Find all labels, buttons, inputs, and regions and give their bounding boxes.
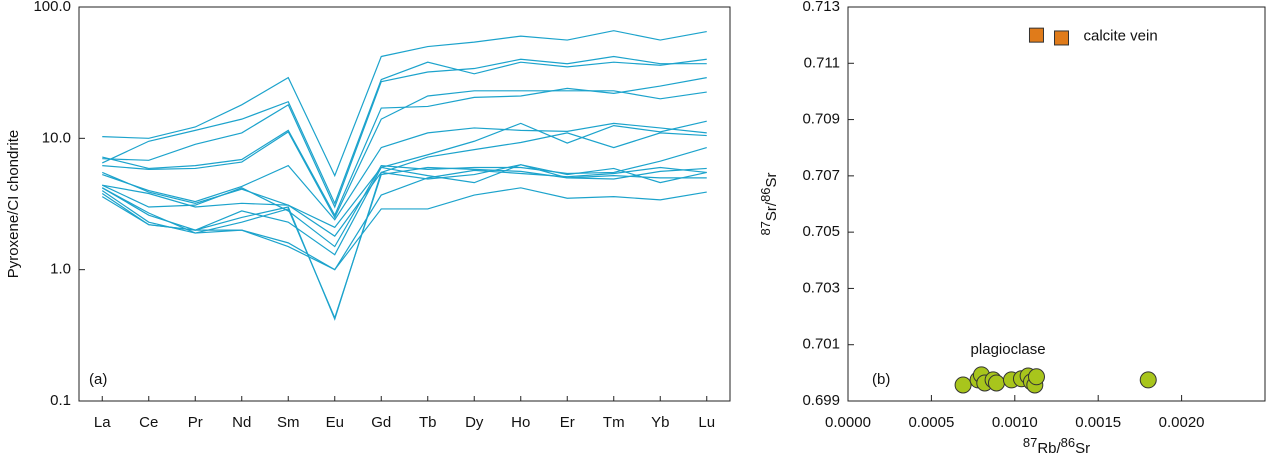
y-axis-title: 87Sr/86Sr [758, 172, 780, 235]
x-tick-label: Er [560, 414, 575, 431]
panel-label: (a) [89, 371, 107, 388]
x-axis-title-part: Sr [1075, 440, 1090, 457]
y-tick-label: 1.0 [50, 261, 71, 278]
x-tick-label: Yb [651, 414, 669, 431]
y-axis-title: Pyroxene/CI chondrite [5, 130, 22, 278]
point [954, 376, 972, 394]
series-line [102, 90, 707, 219]
y-tick-label: 0.707 [802, 167, 840, 184]
x-tick-label: 0.0015 [1075, 414, 1121, 431]
plot-frame [847, 6, 1266, 402]
y-tick-label: 0.1 [50, 392, 71, 409]
series-line [102, 120, 707, 229]
x-tick-label: 0.0005 [908, 414, 954, 431]
series-line [102, 30, 707, 178]
y-tick-label: 0.701 [802, 336, 840, 353]
x-tick-label: La [94, 414, 111, 431]
point [1027, 368, 1045, 386]
panel-label: (b) [872, 371, 890, 388]
series-label: calcite vein [1084, 28, 1158, 45]
point [1054, 30, 1070, 46]
x-tick-label: 0.0000 [825, 414, 871, 431]
x-tick-label: Nd [232, 414, 251, 431]
series-line [101, 147, 707, 248]
x-tick-label: Tb [419, 414, 437, 431]
y-tick-label: 10.0 [42, 129, 71, 146]
point [1028, 27, 1044, 43]
series-line [101, 166, 707, 271]
point [987, 374, 1005, 392]
x-axis-title-part: 86 [1061, 435, 1075, 450]
x-tick-label: Tm [603, 414, 625, 431]
series-line [101, 58, 707, 205]
y-tick-label: 0.705 [802, 223, 840, 240]
x-axis-title-part: 87 [1023, 435, 1037, 450]
x-tick-label: Ho [511, 414, 530, 431]
series-label: plagioclase [971, 341, 1046, 358]
x-tick-label: 0.0010 [992, 414, 1038, 431]
y-tick-label: 0.711 [804, 54, 840, 71]
y-axis-title-part: Sr [763, 172, 780, 187]
x-tick-label: Ce [139, 414, 158, 431]
y-axis-title-part: 86 [758, 187, 773, 201]
y-tick-label: 0.699 [802, 392, 840, 409]
series-line [101, 166, 707, 320]
y-tick-label: 0.713 [802, 0, 840, 15]
x-tick-label: Lu [698, 414, 715, 431]
y-tick-label: 100.0 [33, 0, 71, 15]
x-tick-label: Eu [326, 414, 344, 431]
x-tick-label: Gd [371, 414, 391, 431]
y-tick-label: 0.703 [802, 279, 840, 296]
x-tick-label: Sm [277, 414, 300, 431]
x-tick-label: Pr [188, 414, 203, 431]
series-line [101, 187, 707, 271]
series-line [102, 55, 707, 209]
y-axis-title-part: Sr/ [763, 201, 780, 221]
x-tick-label: 0.0020 [1159, 414, 1205, 431]
series-line [102, 132, 707, 237]
plot-frame [78, 6, 731, 402]
point [1139, 371, 1157, 389]
y-axis-title-part: 87 [758, 221, 773, 235]
series-line [102, 122, 707, 221]
x-tick-label: Dy [465, 414, 484, 431]
x-axis-title-part: Rb/ [1037, 440, 1061, 457]
series-line [101, 164, 707, 321]
x-axis-title: 87Rb/86Sr [1023, 435, 1090, 457]
y-tick-label: 0.709 [802, 111, 840, 128]
